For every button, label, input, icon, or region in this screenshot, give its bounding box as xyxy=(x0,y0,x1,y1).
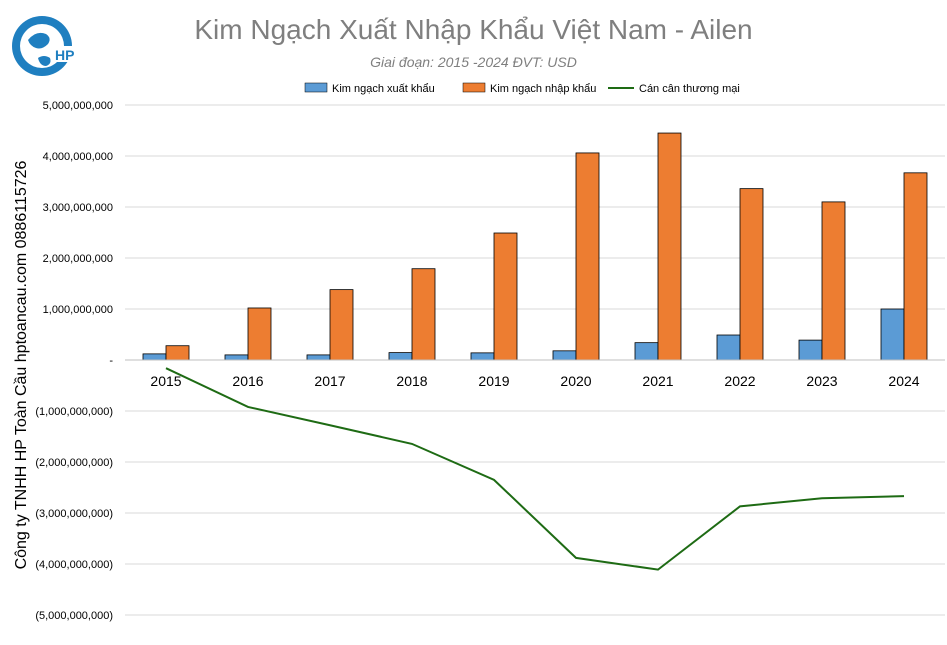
legend-swatch xyxy=(304,82,328,93)
x-tick-label: 2018 xyxy=(396,373,427,389)
y-tick-label: (3,000,000,000) xyxy=(35,508,113,520)
x-tick-label: 2020 xyxy=(560,373,591,389)
y-tick-label: 3,000,000,000 xyxy=(43,202,113,214)
y-tick-label: (4,000,000,000) xyxy=(35,559,113,571)
export-bar xyxy=(552,350,577,361)
balance-line xyxy=(165,367,905,571)
y-tick-label: (5,000,000,000) xyxy=(35,610,113,622)
import-bar xyxy=(411,268,436,361)
export-bar xyxy=(306,354,331,361)
chart-title: Kim Ngạch Xuất Nhập Khẩu Việt Nam - Aile… xyxy=(194,14,753,45)
y-axis: 5,000,000,000 4,000,000,000 3,000,000,000 2… xyxy=(35,100,113,622)
export-bar xyxy=(634,342,659,361)
y-tick-label: - xyxy=(109,355,113,367)
import-bar xyxy=(247,307,272,361)
import-bar xyxy=(739,188,764,361)
bars xyxy=(142,132,928,361)
y-tick-label: (2,000,000,000) xyxy=(35,457,113,469)
import-bar xyxy=(165,345,190,361)
export-bar xyxy=(224,354,249,361)
y-tick-label: (1,000,000,000) xyxy=(35,406,113,418)
import-bar xyxy=(493,232,518,361)
import-bar xyxy=(657,132,682,361)
logo-text: HP xyxy=(55,47,74,63)
legend: Kim ngạch xuất khẩu Kim ngạch nhập khẩu Cá… xyxy=(304,82,740,95)
import-bar xyxy=(903,172,928,361)
export-bar xyxy=(798,339,823,361)
export-bar xyxy=(470,352,495,361)
import-bar xyxy=(329,289,354,361)
export-bar xyxy=(716,334,741,361)
x-tick-label: 2021 xyxy=(642,373,673,389)
x-tick-label: 2023 xyxy=(806,373,837,389)
x-tick-label: 2015 xyxy=(150,373,181,389)
legend-swatch xyxy=(462,82,486,93)
chart-subtitle: Giai đoạn: 2015 -2024 ĐVT: USD xyxy=(370,54,577,70)
export-bar xyxy=(880,308,905,361)
x-tick-label: 2019 xyxy=(478,373,509,389)
import-bar xyxy=(821,201,846,361)
x-tick-label: 2024 xyxy=(888,373,919,389)
x-tick-label: 2016 xyxy=(232,373,263,389)
hp-logo-icon: HP xyxy=(12,16,76,76)
legend-label: Kim ngạch nhập khẩu xyxy=(490,83,596,95)
x-tick-label: 2017 xyxy=(314,373,345,389)
y-tick-label: 1,000,000,000 xyxy=(43,304,113,316)
y-tick-label: 4,000,000,000 xyxy=(43,151,113,163)
export-bar xyxy=(142,353,167,361)
legend-label: Cán cân thương mại xyxy=(639,83,740,95)
balance-line-group xyxy=(165,367,905,571)
export-bar xyxy=(388,352,413,361)
legend-label: Kim ngạch xuất khẩu xyxy=(332,83,435,95)
y-tick-label: 2,000,000,000 xyxy=(43,253,113,265)
x-tick-label: 2022 xyxy=(724,373,755,389)
x-axis: 2015 2016 2017 2018 2019 2020 2021 2022 2023 2024 xyxy=(125,359,945,389)
import-bar xyxy=(575,152,600,361)
y-tick-label: 5,000,000,000 xyxy=(43,100,113,112)
